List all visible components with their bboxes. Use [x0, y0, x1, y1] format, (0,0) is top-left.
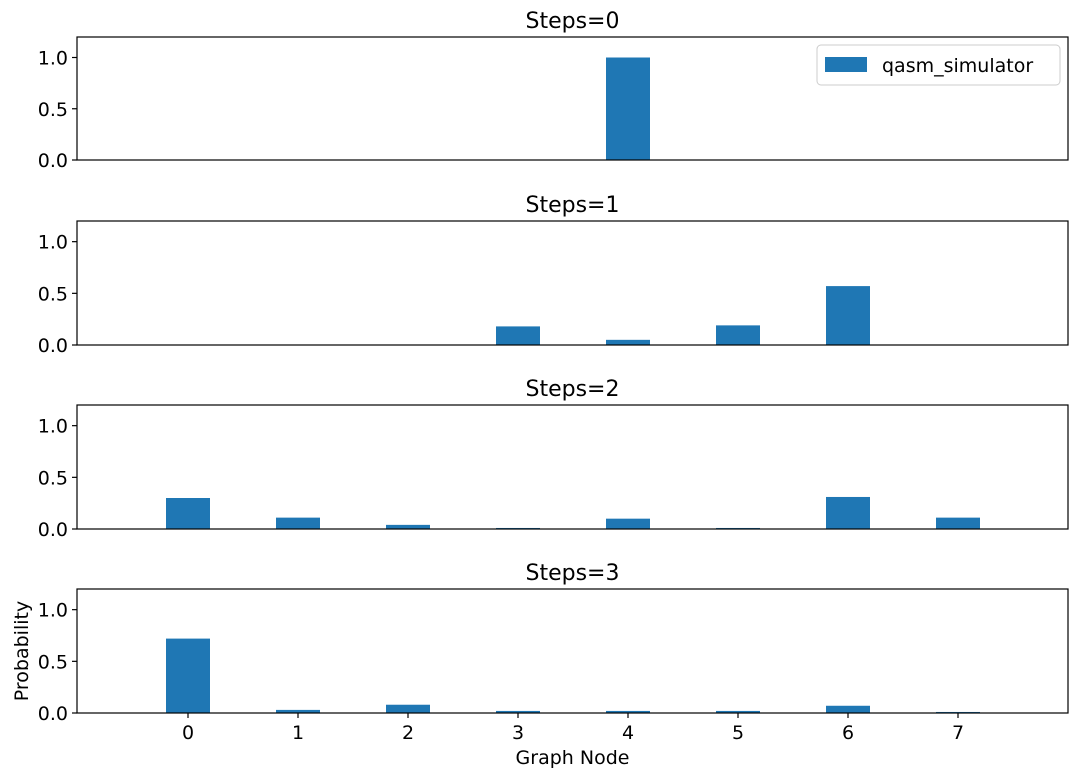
x-tick-label: 1: [292, 722, 304, 744]
y-tick-label: 1.0: [38, 232, 68, 254]
bar-node-6: [826, 705, 870, 713]
axes-frame: [76, 404, 1069, 530]
y-tick-label: 0.0: [38, 335, 68, 357]
subplot-3: Steps=3 0.0 0.5 1.0 0 1 2 3 4 5 6 7 Graph Node Probab…: [11, 561, 1069, 769]
bar-node-0: [166, 498, 210, 529]
subplot-title: Steps=3: [526, 561, 620, 586]
y-tick-label: 0.5: [38, 467, 68, 489]
bar-node-6: [826, 496, 870, 529]
bar-node-1: [276, 709, 320, 713]
x-tick-label: 4: [622, 722, 634, 744]
y-tick-label: 0.0: [38, 150, 68, 172]
bar-node-4: [606, 57, 650, 160]
bar-node-3: [496, 326, 540, 345]
bar-node-3: [496, 710, 540, 713]
y-tick-label: 1.0: [38, 48, 68, 70]
bar-node-2: [386, 524, 430, 529]
axes-frame: [76, 588, 1069, 714]
y-tick-label: 0.5: [38, 99, 68, 121]
bar-node-5: [716, 325, 760, 345]
subplot-2: Steps=2 0.0 0.5 1.0: [38, 377, 1069, 541]
x-tick-label: 6: [842, 722, 854, 744]
bar-node-4: [606, 339, 650, 345]
bar-node-4: [606, 518, 650, 529]
bar-node-7: [936, 517, 980, 529]
y-tick-label: 1.0: [38, 416, 68, 438]
y-axis-label: Probability: [11, 601, 33, 701]
axes-frame: [76, 220, 1069, 346]
bar-node-2: [386, 704, 430, 713]
legend-swatch: [825, 57, 867, 72]
y-tick-label: 0.0: [38, 519, 68, 541]
y-tick-label: 1.0: [38, 600, 68, 622]
x-tick-label: 2: [402, 722, 414, 744]
x-tick-label: 7: [952, 722, 964, 744]
bar-node-0: [166, 638, 210, 713]
x-axis-label: Graph Node: [516, 747, 630, 769]
axes-frame: [76, 36, 1069, 161]
bar-node-5: [716, 710, 760, 713]
bar-node-4: [606, 710, 650, 713]
bar-node-1: [276, 517, 320, 529]
legend: qasm_simulator: [816, 44, 1061, 86]
legend-label: qasm_simulator: [882, 55, 1033, 77]
subplot-1: Steps=1 0.0 0.5 1.0: [38, 193, 1069, 357]
x-tick-label: 5: [732, 722, 744, 744]
subplot-title: Steps=1: [526, 193, 620, 218]
x-tick-label: 0: [182, 722, 194, 744]
y-tick-label: 0.5: [38, 283, 68, 305]
x-tick-label: 3: [512, 722, 524, 744]
legend-box: [816, 44, 1061, 86]
subplot-0: Steps=0 0.0 0.5 1.0 qasm_simulator: [38, 9, 1069, 172]
bar-node-6: [826, 286, 870, 345]
subplot-title: Steps=2: [526, 377, 620, 402]
subplot-title: Steps=0: [526, 9, 620, 34]
y-tick-label: 0.5: [38, 651, 68, 673]
y-tick-label: 0.0: [38, 703, 68, 725]
